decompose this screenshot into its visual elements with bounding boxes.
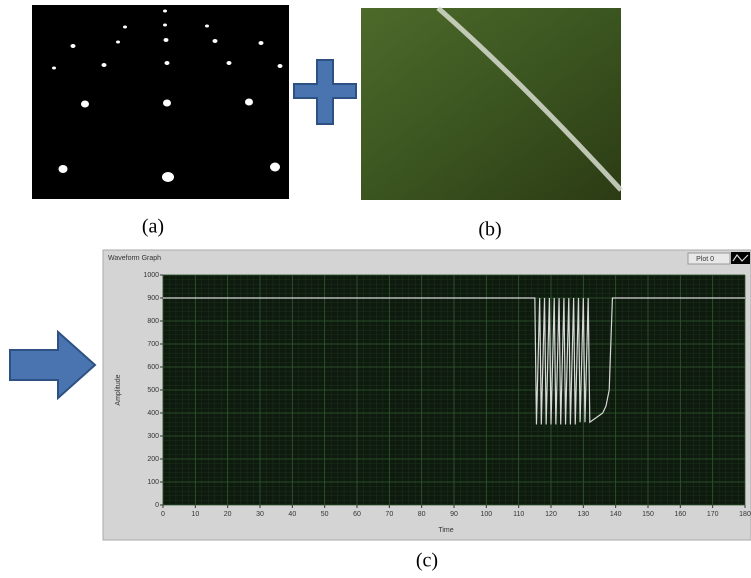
y-tick-label: 200 bbox=[147, 456, 159, 463]
caption: (a) bbox=[142, 216, 164, 238]
x-tick-label: 80 bbox=[418, 511, 426, 518]
x-tick-label: 170 bbox=[707, 511, 719, 518]
x-tick-label: 110 bbox=[513, 511, 524, 518]
x-tick-label: 140 bbox=[610, 511, 622, 518]
x-tick-label: 90 bbox=[450, 511, 458, 518]
legend-swatch-bg bbox=[731, 252, 750, 264]
x-tick-label: 130 bbox=[577, 511, 589, 518]
x-tick-label: 100 bbox=[480, 511, 492, 518]
x-tick-label: 160 bbox=[674, 511, 686, 518]
x-tick-label: 20 bbox=[224, 511, 232, 518]
binary-image bbox=[32, 5, 289, 199]
y-tick-label: 500 bbox=[147, 387, 159, 394]
y-tick-label: 100 bbox=[147, 479, 159, 486]
x-tick-label: 10 bbox=[191, 511, 199, 518]
caption: (b) bbox=[478, 219, 501, 241]
y-tick-label: 700 bbox=[147, 341, 159, 348]
x-tick-label: 180 bbox=[739, 511, 751, 518]
caption: (c) bbox=[416, 550, 438, 572]
x-axis-label: Time bbox=[438, 527, 453, 534]
x-tick-label: 70 bbox=[385, 511, 393, 518]
page: {"captions": ["(a)", "(b)", "(c)"], "cha… bbox=[0, 0, 751, 573]
y-tick-label: 400 bbox=[147, 410, 159, 417]
x-tick-label: 40 bbox=[288, 511, 296, 518]
x-tick-label: 50 bbox=[321, 511, 329, 518]
x-tick-label: 30 bbox=[256, 511, 264, 518]
y-tick-label: 1000 bbox=[143, 272, 159, 279]
y-axis-label: Amplitude bbox=[115, 374, 122, 405]
y-tick-label: 0 bbox=[155, 502, 159, 509]
y-tick-label: 800 bbox=[147, 318, 159, 325]
legend-label: Plot 0 bbox=[696, 256, 714, 263]
grass-photo bbox=[361, 8, 621, 200]
y-tick-label: 300 bbox=[147, 433, 159, 440]
x-tick-label: 150 bbox=[642, 511, 654, 518]
x-tick-label: 120 bbox=[545, 511, 557, 518]
x-tick-label: 0 bbox=[161, 511, 165, 518]
graph-title: Waveform Graph bbox=[108, 255, 161, 262]
x-tick-label: 60 bbox=[353, 511, 361, 518]
y-tick-label: 900 bbox=[147, 295, 159, 302]
arrow bbox=[10, 332, 95, 398]
y-tick-label: 600 bbox=[147, 364, 159, 371]
plus-sign bbox=[294, 60, 356, 124]
figure: (a) (b) (c) Waveform Graph Plot 0 Time A… bbox=[0, 0, 751, 573]
